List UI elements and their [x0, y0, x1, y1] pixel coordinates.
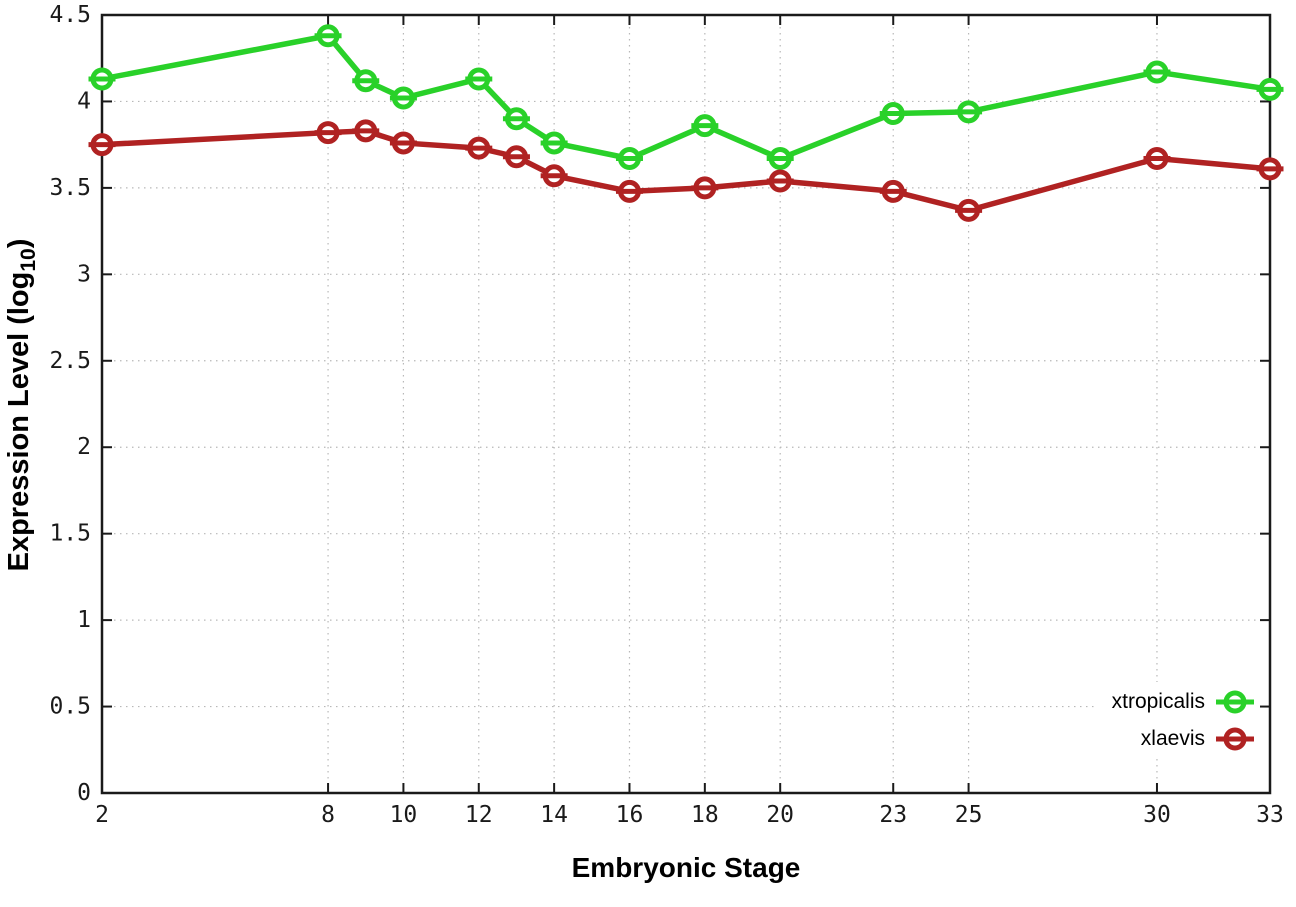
y-axis-title-prefix: Expression Level (log [3, 271, 36, 572]
x-tick-label: 2 [95, 802, 109, 828]
y-tick-label: 4 [77, 88, 91, 114]
xtropicalis-line-marker-icon [1216, 690, 1254, 713]
x-tick-label: 12 [465, 802, 493, 828]
y-tick-label: 3.5 [49, 175, 91, 201]
y-axis-title-subscript: 10 [16, 248, 40, 272]
y-tick-label: 4.5 [49, 2, 91, 28]
x-tick-label: 10 [390, 802, 418, 828]
x-tick-label: 23 [879, 802, 907, 828]
y-tick-label: 2 [77, 434, 91, 460]
y-tick-label: 1.5 [49, 521, 91, 547]
plot-border [100, 13, 1272, 795]
x-tick-label: 16 [616, 802, 644, 828]
x-tick-label: 33 [1256, 802, 1284, 828]
x-tick-label: 8 [321, 802, 335, 828]
series-line-xtropicalis [99, 32, 1273, 162]
legend: xtropicalis xlaevis [1095, 682, 1256, 758]
legend-label-xtropicalis: xtropicalis [1111, 689, 1205, 713]
x-tick-label: 30 [1143, 802, 1171, 828]
y-tick-label: 3 [77, 261, 91, 287]
series-line-xlaevis [99, 128, 1273, 214]
xlaevis-line-marker-icon [1216, 727, 1254, 750]
y-axis-title-suffix: ) [3, 238, 36, 249]
legend-item-xlaevis[interactable]: xlaevis [1112, 720, 1256, 757]
x-axis-title: Embryonic Stage [571, 852, 801, 883]
legend-item-xtropicalis[interactable]: xtropicalis [1112, 683, 1256, 720]
y-tick-label: 2.5 [49, 348, 91, 374]
y-tick-label: 0 [77, 780, 91, 806]
x-tick-label: 14 [540, 802, 568, 828]
x-tick-label: 20 [766, 802, 794, 828]
legend-label-xlaevis: xlaevis [1140, 726, 1205, 750]
y-axis-title: Expression Level (log10) [3, 239, 41, 572]
y-tick-label: 1 [77, 607, 91, 633]
y-tick-label: 0.5 [49, 694, 91, 720]
x-tick-label: 25 [955, 802, 983, 828]
x-tick-label: 18 [691, 802, 719, 828]
